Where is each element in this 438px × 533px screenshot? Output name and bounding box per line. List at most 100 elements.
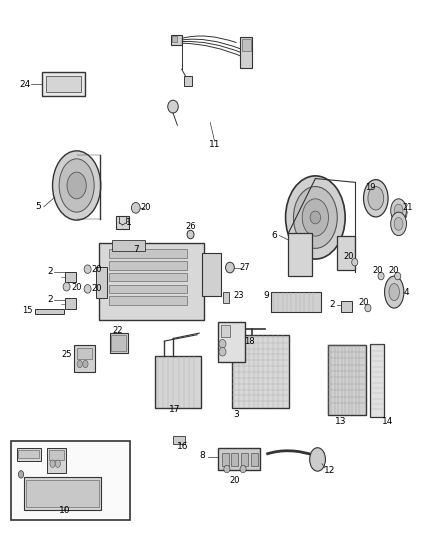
Ellipse shape — [18, 471, 24, 478]
Ellipse shape — [394, 204, 403, 217]
Bar — [242, 39, 251, 51]
Ellipse shape — [224, 465, 230, 473]
Text: 26: 26 — [185, 222, 196, 231]
Ellipse shape — [293, 187, 337, 248]
Bar — [271, 292, 321, 312]
Ellipse shape — [286, 176, 345, 259]
Bar — [109, 273, 187, 281]
Bar — [42, 72, 85, 96]
Bar — [99, 243, 204, 320]
Ellipse shape — [310, 448, 325, 471]
Bar — [47, 448, 66, 473]
Ellipse shape — [391, 199, 406, 222]
Text: 20: 20 — [229, 477, 240, 485]
Bar — [328, 345, 366, 415]
Ellipse shape — [67, 172, 86, 199]
Text: 25: 25 — [61, 350, 72, 359]
Ellipse shape — [187, 230, 194, 239]
Text: 20: 20 — [91, 285, 102, 293]
Bar — [337, 236, 355, 270]
Text: 14: 14 — [382, 417, 393, 425]
Ellipse shape — [131, 203, 140, 213]
Text: 20: 20 — [372, 266, 383, 275]
Bar — [222, 453, 229, 466]
Bar — [109, 249, 187, 258]
Bar — [18, 450, 39, 458]
Text: 11: 11 — [209, 141, 220, 149]
Text: 2: 2 — [48, 268, 53, 276]
Ellipse shape — [302, 199, 328, 236]
Bar — [251, 453, 258, 466]
Bar — [218, 448, 260, 470]
Bar — [109, 296, 187, 305]
Bar — [65, 298, 76, 309]
Bar — [155, 356, 201, 408]
Bar — [184, 76, 192, 86]
Bar — [172, 36, 177, 42]
Bar — [17, 448, 41, 461]
Bar — [232, 335, 289, 408]
Text: 4: 4 — [403, 288, 409, 296]
Ellipse shape — [50, 460, 55, 467]
Ellipse shape — [365, 304, 371, 312]
Ellipse shape — [53, 151, 101, 220]
Text: 7: 7 — [133, 245, 139, 254]
Ellipse shape — [391, 212, 406, 236]
Text: 1: 1 — [126, 219, 132, 227]
Ellipse shape — [83, 360, 88, 368]
Ellipse shape — [389, 284, 399, 301]
Text: 22: 22 — [112, 326, 123, 335]
Ellipse shape — [59, 159, 94, 212]
Bar — [109, 261, 187, 270]
Text: 6: 6 — [271, 231, 277, 240]
Bar — [223, 292, 229, 303]
Text: 27: 27 — [239, 263, 250, 272]
Text: 2: 2 — [48, 295, 53, 304]
Text: 5: 5 — [35, 203, 41, 211]
Ellipse shape — [368, 187, 384, 210]
Text: 20: 20 — [358, 298, 369, 307]
Bar — [112, 240, 145, 251]
Text: 18: 18 — [244, 337, 255, 345]
Bar — [221, 325, 230, 337]
Text: 17: 17 — [169, 405, 180, 414]
Ellipse shape — [219, 340, 226, 348]
Text: 20: 20 — [343, 253, 353, 261]
Ellipse shape — [352, 259, 358, 266]
Text: 2: 2 — [329, 301, 335, 309]
Text: 16: 16 — [177, 442, 189, 451]
Text: 8: 8 — [199, 451, 205, 460]
Ellipse shape — [63, 282, 70, 291]
Text: 19: 19 — [365, 183, 375, 192]
Bar — [231, 453, 238, 466]
Text: 21: 21 — [402, 204, 413, 212]
Bar — [24, 477, 101, 510]
Bar — [240, 37, 252, 68]
Bar — [96, 266, 107, 298]
Text: 15: 15 — [22, 306, 32, 314]
Bar — [74, 345, 95, 372]
Bar — [11, 441, 130, 520]
Bar — [77, 348, 92, 359]
Ellipse shape — [240, 465, 246, 473]
Bar — [202, 253, 221, 296]
Ellipse shape — [395, 272, 401, 280]
Bar — [288, 233, 312, 276]
Text: 23: 23 — [233, 292, 244, 300]
Bar — [46, 76, 81, 92]
Ellipse shape — [84, 285, 91, 293]
Ellipse shape — [394, 217, 403, 230]
Bar — [218, 322, 245, 362]
Bar — [26, 480, 99, 507]
Text: 20: 20 — [71, 284, 82, 292]
Bar — [65, 272, 76, 282]
Bar — [116, 216, 129, 229]
Bar — [49, 450, 64, 460]
Bar — [171, 35, 182, 45]
Text: 20: 20 — [140, 204, 151, 212]
Bar — [111, 335, 126, 351]
Bar — [109, 285, 187, 293]
Bar — [241, 453, 248, 466]
Ellipse shape — [378, 272, 384, 280]
Bar — [341, 301, 352, 312]
